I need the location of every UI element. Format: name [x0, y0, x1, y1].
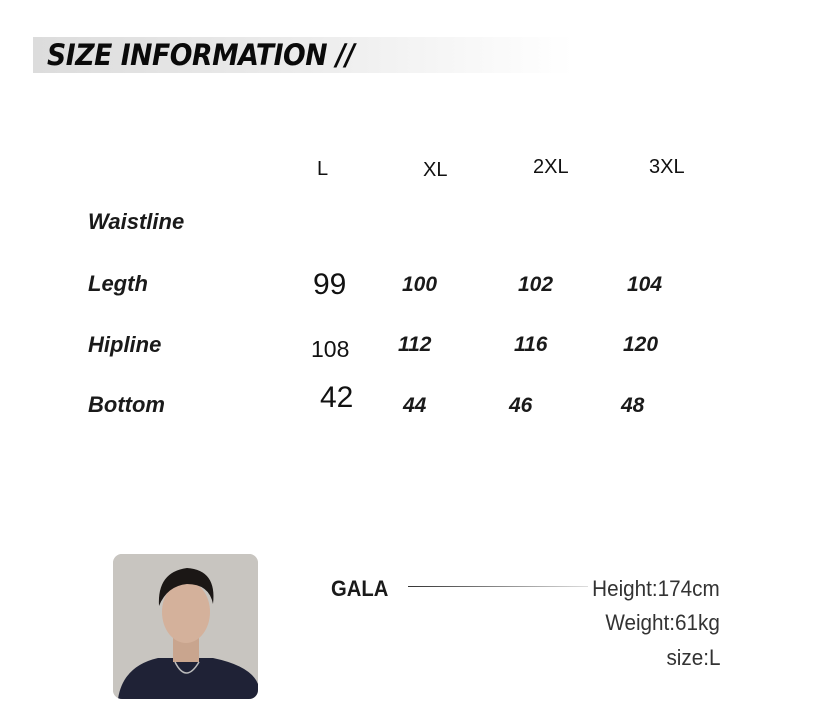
model-photo [113, 554, 258, 699]
cell-bottom-xl: 44 [403, 394, 427, 417]
model-height: Height:174cm [592, 576, 720, 601]
divider-line [408, 586, 588, 587]
page-title: SIZE INFORMATION // [47, 38, 355, 72]
cell-hipline-2xl: 116 [514, 333, 548, 356]
title-banner: SIZE INFORMATION // [33, 37, 573, 73]
cell-hipline-xl: 112 [398, 333, 432, 356]
model-size: size:L [665, 645, 720, 670]
column-header-xl: XL [423, 159, 448, 181]
cell-length-2xl: 102 [518, 273, 554, 296]
cell-length-3xl: 104 [627, 273, 663, 296]
cell-bottom-l: 42 [320, 381, 354, 414]
cell-hipline-l: 108 [311, 336, 350, 362]
cell-length-xl: 100 [402, 273, 438, 296]
cell-hipline-3xl: 120 [623, 333, 659, 356]
model-weight: Weight:61kg [605, 610, 720, 635]
column-header-3xl: 3XL [649, 156, 685, 178]
row-label-waistline: Waistline [88, 209, 185, 234]
column-header-l: L [317, 158, 329, 180]
column-header-2xl: 2XL [533, 156, 569, 178]
cell-bottom-2xl: 46 [509, 394, 533, 417]
row-label-bottom: Bottom [88, 392, 165, 417]
row-label-hipline: Hipline [88, 332, 162, 357]
row-label-length: Legth [88, 271, 148, 296]
cell-length-l: 99 [313, 268, 347, 301]
cell-bottom-3xl: 48 [621, 394, 645, 417]
model-name: GALA [331, 576, 389, 601]
